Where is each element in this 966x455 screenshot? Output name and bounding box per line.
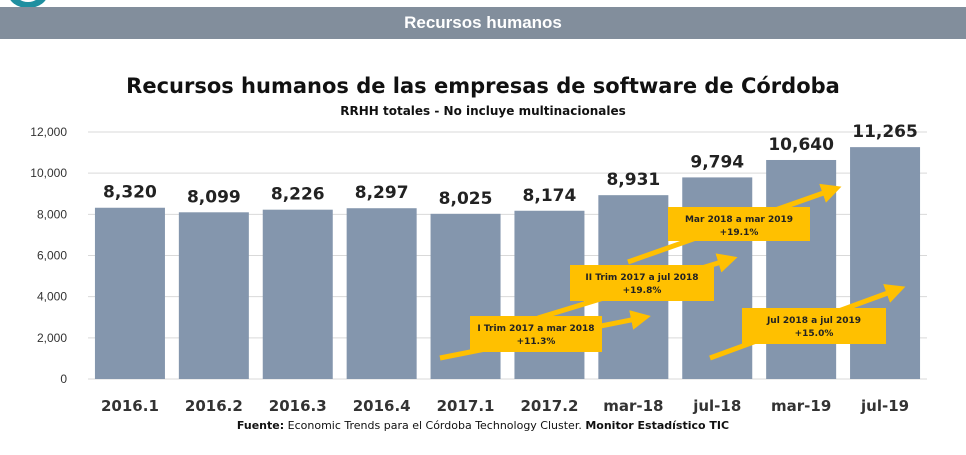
category-label: jul-18 (692, 397, 741, 415)
annotation-box (470, 316, 602, 352)
value-label: 8,099 (187, 187, 241, 207)
value-label: 10,640 (768, 135, 834, 155)
chart-subtitle: RRHH totales - No incluye multinacionale… (340, 104, 626, 118)
value-label: 11,265 (852, 122, 918, 142)
value-label: 8,297 (355, 183, 409, 203)
annotation-growth: +15.0% (795, 329, 834, 339)
source-extra: Monitor Estadístico TIC (585, 419, 730, 432)
bar (262, 209, 333, 379)
y-tick-label: 0 (60, 372, 67, 386)
value-label: 8,320 (103, 183, 157, 203)
source-text: Economic Trends para el Córdoba Technolo… (287, 419, 582, 432)
annotation-period: Mar 2018 a mar 2019 (685, 215, 793, 225)
y-tick-label: 12,000 (30, 125, 67, 139)
category-label: 2016.3 (269, 397, 327, 415)
category-label: 2016.1 (101, 397, 159, 415)
bar (94, 207, 165, 379)
annotation-box (570, 265, 714, 301)
banner-title: Recursos humanos (404, 13, 562, 32)
category-label: mar-18 (603, 397, 663, 415)
annotation-period: II Trim 2017 a jul 2018 (585, 273, 698, 283)
category-label: 2016.4 (353, 397, 411, 415)
section-banner: Recursos humanos (0, 7, 966, 39)
value-label: 9,794 (690, 152, 744, 172)
category-label: 2017.1 (437, 397, 495, 415)
value-label: 8,931 (606, 170, 660, 190)
y-tick-label: 4,000 (37, 290, 67, 304)
annotation-growth: +19.8% (623, 286, 662, 296)
value-label: 8,226 (271, 185, 325, 205)
annotation-growth: +19.1% (720, 228, 759, 238)
source-footer: Fuente: Economic Trends para el Córdoba … (0, 419, 966, 432)
annotation-period: Jul 2018 a jul 2019 (766, 316, 861, 326)
category-label: 2017.2 (521, 397, 579, 415)
value-label: 8,025 (439, 189, 493, 209)
bar (346, 208, 417, 379)
annotation-box (742, 308, 886, 344)
y-tick-label: 2,000 (37, 331, 67, 345)
bar (178, 212, 249, 379)
bar (850, 147, 921, 379)
y-tick-label: 8,000 (37, 207, 67, 221)
y-tick-label: 6,000 (37, 249, 67, 263)
value-label: 8,174 (523, 186, 577, 206)
annotation-period: I Trim 2017 a mar 2018 (477, 324, 594, 334)
annotation-growth: +11.3% (517, 337, 556, 347)
y-tick-label: 10,000 (30, 166, 67, 180)
category-label: 2016.2 (185, 397, 243, 415)
source-label: Fuente: (236, 419, 285, 432)
chart-title: Recursos humanos de las empresas de soft… (126, 74, 840, 98)
logo (8, 0, 48, 8)
category-label: mar-19 (771, 397, 831, 415)
annotation-box (668, 207, 810, 241)
category-label: jul-19 (860, 397, 909, 415)
